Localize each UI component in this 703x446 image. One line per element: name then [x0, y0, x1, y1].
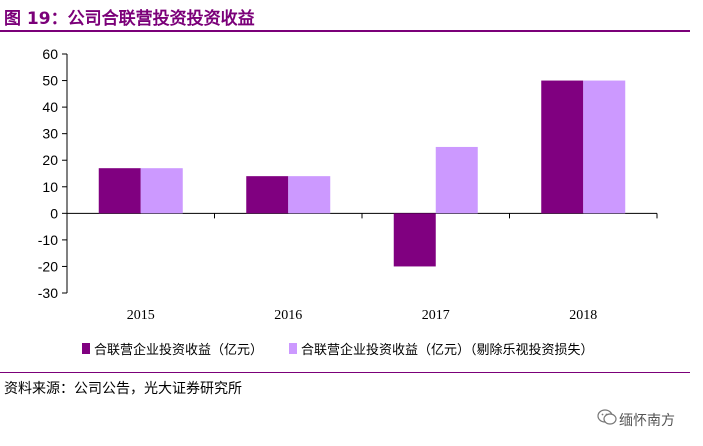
- figure-header: 图 19：公司合联营投资投资收益: [0, 0, 703, 34]
- bar-2015-series-1: [98, 168, 141, 214]
- x-tick-label: 2018: [569, 308, 597, 323]
- y-tick-label: 0: [50, 205, 58, 221]
- bar-2015-series-2: [140, 168, 183, 214]
- figure-title: 图 19：公司合联营投资投资收益: [4, 9, 255, 29]
- y-tick-label: 60: [42, 46, 58, 62]
- y-tick-label: 30: [42, 126, 58, 142]
- x-tick-label: 2015: [127, 308, 155, 323]
- bar-2017-series-2: [435, 146, 478, 214]
- y-tick-label: 20: [42, 152, 58, 168]
- chat-bubble-icon: [597, 409, 617, 425]
- x-tick-label: 2017: [422, 308, 450, 323]
- bar-2016-series-1: [246, 176, 289, 214]
- source-note: 资料来源：公司公告，光大证券研究所: [4, 381, 242, 397]
- y-tick-label: -20: [38, 258, 58, 274]
- bar-2016-series-2: [288, 176, 331, 214]
- y-tick-label: 50: [42, 73, 58, 89]
- bar-2018-series-2: [583, 80, 626, 214]
- watermark: 缅怀南方: [597, 407, 701, 431]
- legend-swatch-2: [289, 343, 297, 354]
- bar-2017-series-1: [393, 213, 436, 267]
- y-tick-label: -30: [38, 285, 58, 301]
- header-divider: [0, 30, 690, 32]
- y-tick-label: -10: [38, 232, 58, 248]
- y-tick-label: 10: [42, 179, 58, 195]
- bar-2018-series-1: [541, 80, 584, 214]
- legend-label-1: 合联营企业投资收益（亿元）: [94, 342, 263, 358]
- x-tick-label: 2016: [274, 308, 302, 323]
- footer-divider: [0, 372, 690, 373]
- bar-chart: 60 50 40 30 20 10 0 -10 -20 -30 2015 2016 2017 2018 合联…: [38, 46, 658, 358]
- legend-swatch-1: [82, 343, 90, 354]
- y-tick-label: 40: [42, 99, 58, 115]
- watermark-text: 缅怀南方: [619, 413, 675, 429]
- legend-label-2: 合联营企业投资收益（亿元）（剔除乐视投资损失）: [301, 342, 594, 358]
